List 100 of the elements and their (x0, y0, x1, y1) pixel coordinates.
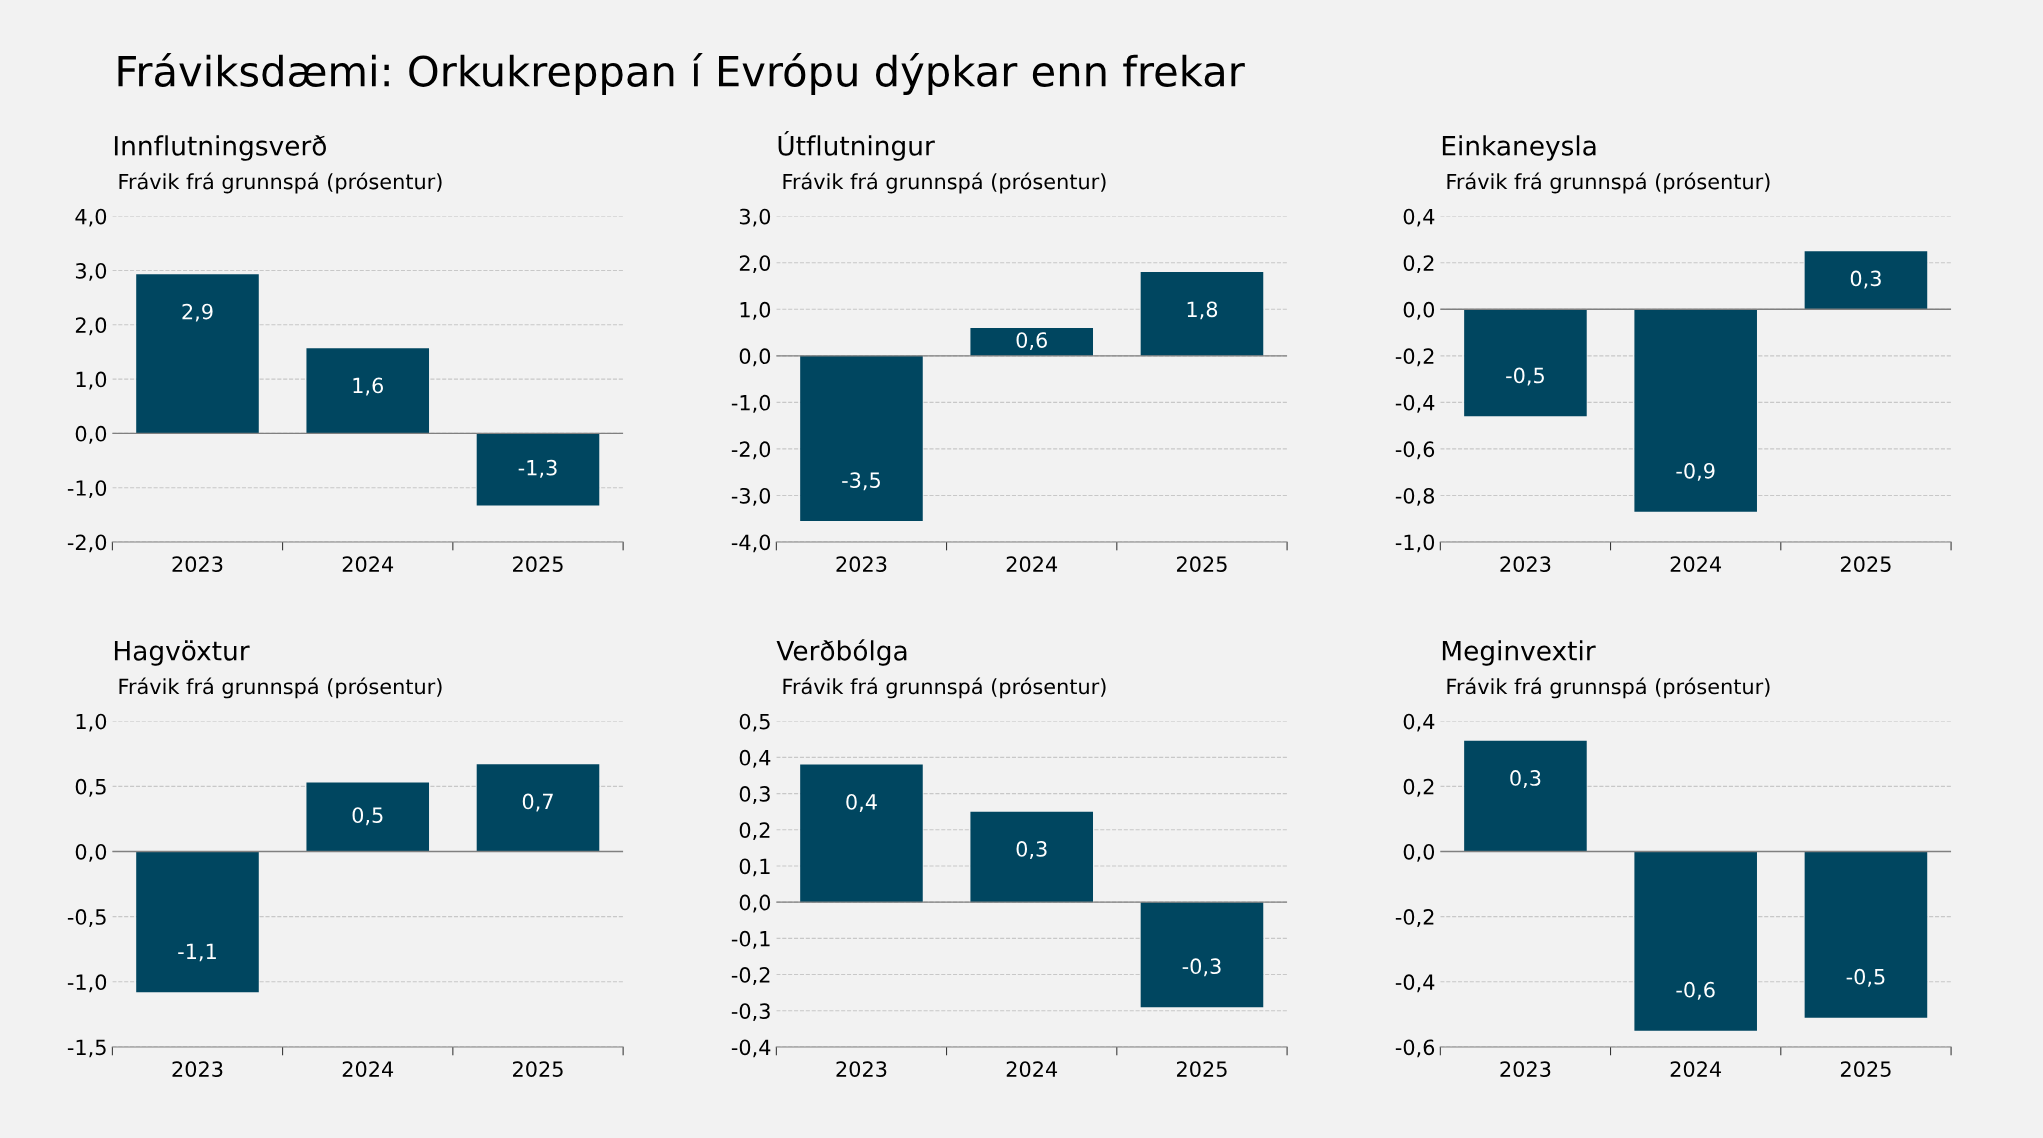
bar (970, 811, 1094, 903)
y-tick-label: 3,0 (739, 208, 771, 227)
chart-subtitle: Frávik frá grunnspá (prósentur) (783, 677, 1106, 699)
y-tick-label: 0,5 (739, 713, 770, 732)
chart-title: Meginvextir (1442, 640, 1596, 666)
data-label: -0,9 (1676, 462, 1715, 481)
y-tick-label: -0,6 (1395, 1039, 1435, 1058)
y-tick-label: -2,0 (731, 441, 771, 460)
y-tick-label: 0,2 (1403, 255, 1434, 274)
y-tick-label: -0,4 (1395, 394, 1435, 413)
x-tick-label: 2023 (1500, 556, 1551, 573)
chart-subtitle: Frávik frá grunnspá (prósentur) (1447, 677, 1770, 699)
y-tick-label: -4,0 (731, 534, 771, 553)
bar (1140, 902, 1264, 1008)
x-tick-label: 2025 (1176, 556, 1227, 573)
data-label: 0,5 (352, 807, 383, 826)
y-tick-label: 0,3 (739, 786, 770, 804)
y-tick-label: 1,0 (76, 371, 107, 390)
y-tick-label: 0,0 (75, 425, 107, 444)
x-tick-label: 2025 (1840, 556, 1891, 573)
y-tick-label: 0,5 (75, 778, 106, 797)
text: Fráviksdæmi: Orkukreppan í Evrópu dýpkar enn frekar (118, 52, 1245, 95)
data-label: -1,1 (178, 943, 216, 962)
data-label: 1,8 (1187, 301, 1218, 320)
data-label: 0,3 (1016, 841, 1047, 859)
bar (306, 782, 430, 852)
data-label: -3,5 (842, 472, 880, 491)
x-tick-label: 2023 (836, 556, 887, 573)
x-tick-label: 2025 (513, 556, 563, 573)
y-tick-label: 1,0 (76, 713, 107, 732)
y-tick-label: 2,0 (739, 255, 771, 274)
y-tick-label: 0,2 (739, 822, 770, 841)
y-tick-label: 2,0 (75, 317, 107, 336)
y-tick-label: -0,8 (1395, 487, 1435, 506)
bar (136, 851, 259, 993)
x-tick-label: 2023 (172, 556, 223, 573)
y-tick-label: 3,0 (75, 262, 107, 281)
data-label: -0,6 (1676, 981, 1715, 1000)
data-label: -0,5 (1846, 968, 1885, 987)
y-tick-label: -0,4 (1395, 974, 1435, 993)
data-label: 0,3 (1850, 270, 1881, 289)
y-tick-label: -0,2 (1395, 909, 1434, 927)
data-label: 0,3 (1510, 770, 1541, 788)
chart-subtitle: Frávik frá grunnspá (prósentur) (119, 172, 442, 194)
x-tick-label: 2024 (1006, 556, 1058, 573)
y-tick-label: 0,0 (1403, 301, 1435, 320)
data-label: -1,3 (518, 459, 557, 478)
x-tick-label: 2023 (172, 1061, 223, 1077)
chart-title: Innflutningsverð (114, 135, 326, 161)
x-tick-label: 2024 (342, 1061, 394, 1077)
chart-subtitle: Frávik frá grunnspá (prósentur) (783, 172, 1106, 194)
y-tick-label: 0,4 (1403, 208, 1435, 227)
y-tick-label: -0,6 (1395, 441, 1435, 460)
y-tick-label: -1,0 (67, 974, 107, 993)
y-tick-label: -3,0 (731, 487, 771, 506)
y-tick-label: 0,0 (75, 843, 107, 862)
y-tick-label: -0,2 (731, 967, 770, 985)
data-label: 1,6 (353, 377, 383, 396)
y-tick-label: 0,0 (739, 894, 771, 913)
bar (800, 764, 923, 903)
y-tick-label: -0,5 (67, 909, 106, 927)
y-tick-label: -1,0 (67, 480, 107, 499)
x-tick-label: 2023 (836, 1061, 887, 1077)
y-tick-label: 0,1 (739, 858, 770, 877)
y-tick-label: 0,0 (1403, 843, 1435, 862)
bar (136, 274, 259, 434)
x-tick-label: 2024 (1006, 1061, 1058, 1077)
data-label: 0,6 (1016, 332, 1047, 351)
y-tick-label: -1,0 (1395, 534, 1435, 553)
y-tick-label: 0,0 (739, 348, 771, 367)
x-tick-label: 2023 (1500, 1061, 1551, 1077)
x-tick-label: 2025 (1840, 1061, 1891, 1077)
data-label: -0,5 (1506, 367, 1544, 386)
chart-subtitle: Frávik frá grunnspá (prósentur) (1447, 172, 1770, 194)
bar (476, 764, 600, 852)
x-tick-label: 2025 (1176, 1061, 1227, 1077)
chart-title: Útflutningur (778, 130, 935, 161)
data-label: 2,9 (182, 303, 213, 322)
x-tick-label: 2024 (342, 556, 394, 573)
bar (1140, 272, 1264, 356)
x-tick-label: 2025 (513, 1061, 563, 1077)
data-label: 0,4 (846, 794, 877, 812)
y-tick-label: -0,2 (1395, 348, 1434, 367)
y-tick-label: -2,0 (67, 534, 107, 553)
y-tick-label: 0,4 (739, 749, 771, 768)
bar (476, 433, 600, 506)
y-tick-label: -0,3 (731, 1003, 770, 1022)
bar (970, 327, 1094, 356)
data-label: 0,7 (522, 793, 553, 812)
y-tick-label: 0,2 (1403, 778, 1434, 797)
x-tick-label: 2024 (1670, 556, 1722, 573)
bar (306, 348, 430, 434)
chart-title: Hagvöxtur (114, 640, 250, 666)
chart-subtitle: Frávik frá grunnspá (prósentur) (119, 677, 442, 699)
y-tick-label: 1,0 (740, 301, 771, 320)
y-tick-label: -0,4 (731, 1039, 771, 1058)
data-label: -0,3 (1182, 958, 1221, 977)
x-tick-label: 2024 (1670, 1061, 1722, 1077)
y-tick-label: 0,4 (1403, 713, 1435, 732)
y-tick-label: -1,0 (731, 394, 771, 413)
